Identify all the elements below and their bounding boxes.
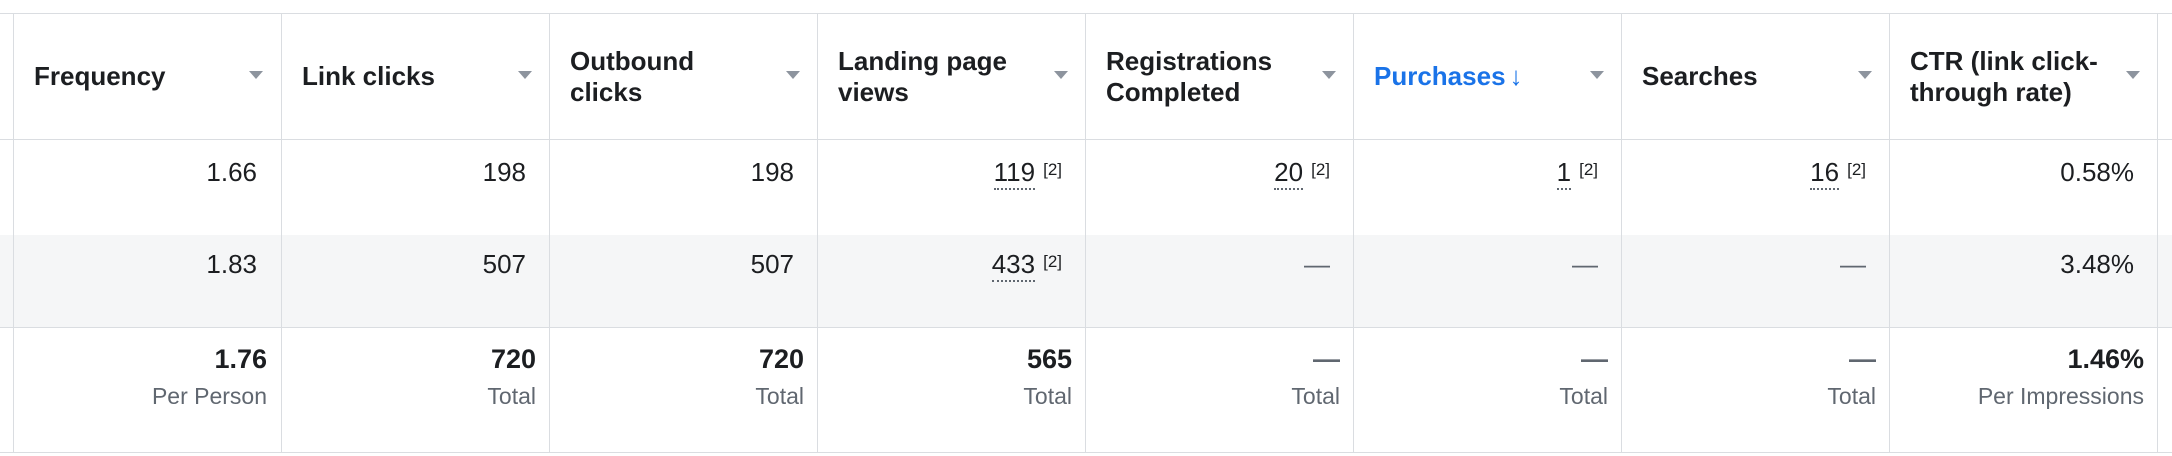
cell-landing-page-views: 433 [2]: [818, 235, 1086, 327]
column-divider[interactable]: [549, 13, 550, 453]
footnote-marker[interactable]: [2]: [1043, 252, 1062, 271]
total-frequency: 1.76 Per Person: [14, 328, 281, 452]
cell-value-link[interactable]: 433: [991, 249, 1036, 282]
cell-searches: —: [1840, 249, 1866, 279]
total-label: Per Person: [151, 383, 267, 409]
cell-purchases: 1 [2]: [1354, 143, 1622, 235]
cell-link-clicks: 198: [482, 157, 526, 187]
sort-descending-icon: ↓: [1509, 61, 1523, 91]
cell-outbound-clicks: 507: [750, 249, 794, 279]
divider: [0, 452, 2172, 453]
cell-value-link[interactable]: 16: [1810, 157, 1840, 190]
column-header-link-clicks[interactable]: Link clicks: [282, 14, 550, 139]
table-totals-row: 1.76 Per Person 720 Total 720 Total 565 …: [0, 328, 2172, 452]
column-divider[interactable]: [817, 13, 818, 453]
total-label: Total: [1559, 383, 1608, 409]
total-label: Total: [1291, 383, 1340, 409]
total-label: Total: [1023, 383, 1072, 409]
total-label: Total: [755, 383, 804, 409]
column-header-searches[interactable]: Searches: [1622, 14, 1890, 139]
cell-registrations-completed: —: [1304, 249, 1330, 279]
column-divider[interactable]: [1889, 13, 1890, 453]
total-value: 1.76: [214, 344, 267, 374]
cell-frequency: 1.66: [206, 157, 257, 187]
column-divider[interactable]: [2157, 13, 2158, 453]
table-header-row: Frequency Link clicks Outbound clicks La…: [0, 14, 2172, 139]
total-value: 1.46%: [2067, 344, 2144, 374]
column-header-frequency[interactable]: Frequency: [14, 14, 281, 139]
cell-value-link[interactable]: 119: [993, 157, 1036, 190]
column-divider[interactable]: [13, 13, 14, 453]
total-value: —: [1849, 344, 1876, 374]
chevron-down-icon[interactable]: [786, 71, 800, 79]
column-header-ctr[interactable]: CTR (link click-through rate): [1890, 14, 2158, 139]
chevron-down-icon[interactable]: [2126, 71, 2140, 79]
total-purchases: — Total: [1354, 328, 1622, 452]
cell-outbound-clicks: 198: [750, 157, 794, 187]
total-outbound-clicks: 720 Total: [550, 328, 818, 452]
footnote-marker[interactable]: [2]: [1311, 160, 1330, 179]
column-divider[interactable]: [1621, 13, 1622, 453]
cell-value-link[interactable]: 20: [1274, 157, 1304, 190]
chevron-down-icon[interactable]: [1054, 71, 1068, 79]
footnote-marker[interactable]: [2]: [1847, 160, 1866, 179]
cell-purchases: —: [1572, 249, 1598, 279]
total-searches: — Total: [1622, 328, 1890, 452]
column-header-label: Link clicks: [302, 61, 435, 91]
total-value: 720: [490, 344, 536, 374]
cell-searches: 16 [2]: [1622, 143, 1890, 235]
column-header-landing-page-views[interactable]: Landing page views: [818, 14, 1086, 139]
total-registrations-completed: — Total: [1086, 328, 1354, 452]
column-header-label: Purchases: [1374, 61, 1506, 91]
total-value: 720: [758, 344, 804, 374]
column-header-label: Outbound clicks: [570, 45, 695, 107]
cell-landing-page-views: 119 [2]: [818, 143, 1086, 235]
column-header-label: CTR (link click-through rate): [1910, 45, 2098, 107]
column-header-registrations-completed[interactable]: Registrations Completed: [1086, 14, 1354, 139]
total-label: Total: [1827, 383, 1876, 409]
column-divider[interactable]: [281, 13, 282, 453]
footnote-marker[interactable]: [2]: [1579, 160, 1598, 179]
divider: [0, 139, 2172, 140]
footnote-marker[interactable]: [2]: [1043, 160, 1062, 179]
chevron-down-icon[interactable]: [1858, 71, 1872, 79]
cell-value-link[interactable]: 1: [1556, 157, 1572, 190]
cell-ctr: 3.48%: [2060, 249, 2134, 279]
table-row: 1.83 507 507 433 [2] — — — 3.48%: [0, 235, 2172, 327]
divider: [0, 13, 2172, 14]
total-landing-page-views: 565 Total: [818, 328, 1086, 452]
total-value: —: [1581, 344, 1608, 374]
column-divider[interactable]: [1353, 13, 1354, 453]
chevron-down-icon[interactable]: [249, 71, 263, 79]
total-ctr: 1.46% Per Impressions: [1890, 328, 2158, 452]
total-label: Total: [487, 383, 536, 409]
cell-registrations-completed: 20 [2]: [1086, 143, 1354, 235]
table-row: 1.66 198 198 119 [2] 20 [2] 1 [2] 16 [2] 0.5…: [0, 143, 2172, 235]
cell-ctr: 0.58%: [2060, 157, 2134, 187]
total-value: 565: [1026, 344, 1072, 374]
column-header-label: Landing page views: [838, 45, 1007, 107]
column-header-outbound-clicks[interactable]: Outbound clicks: [550, 14, 818, 139]
total-link-clicks: 720 Total: [282, 328, 550, 452]
cell-link-clicks: 507: [482, 249, 526, 279]
column-header-label: Searches: [1642, 61, 1758, 91]
column-header-label: Registrations Completed: [1106, 45, 1273, 107]
chevron-down-icon[interactable]: [1590, 71, 1604, 79]
cell-frequency: 1.83: [206, 249, 257, 279]
column-divider[interactable]: [1085, 13, 1086, 453]
chevron-down-icon[interactable]: [518, 71, 532, 79]
total-value: —: [1313, 344, 1340, 374]
divider: [0, 327, 2172, 328]
chevron-down-icon[interactable]: [1322, 71, 1336, 79]
total-label: Per Impressions: [1977, 383, 2144, 409]
column-header-label: Frequency: [34, 61, 166, 91]
column-header-purchases[interactable]: Purchases ↓: [1354, 14, 1622, 139]
